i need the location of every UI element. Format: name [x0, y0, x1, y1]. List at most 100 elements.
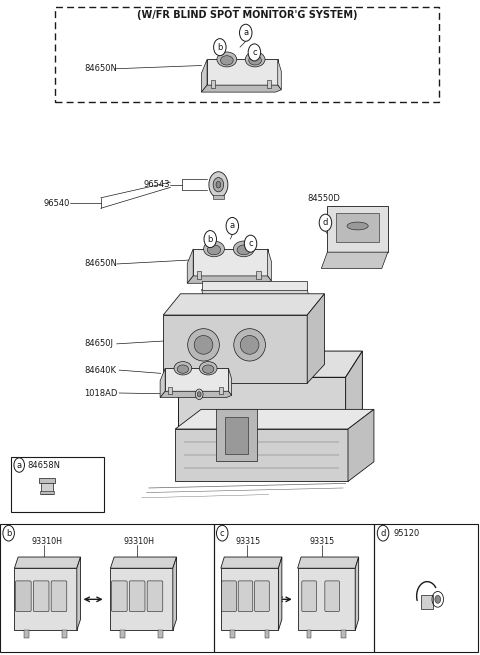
Ellipse shape — [188, 329, 219, 361]
Polygon shape — [202, 85, 281, 92]
Circle shape — [248, 44, 261, 61]
Text: a: a — [17, 460, 22, 470]
Bar — [120, 630, 125, 638]
Text: 84650N: 84650N — [84, 259, 117, 269]
Text: 84650J: 84650J — [84, 339, 113, 348]
Bar — [62, 630, 67, 638]
Ellipse shape — [203, 365, 214, 373]
Polygon shape — [268, 249, 271, 281]
Bar — [298, 568, 355, 630]
Ellipse shape — [177, 365, 189, 373]
FancyBboxPatch shape — [129, 581, 145, 612]
Bar — [24, 630, 29, 638]
Circle shape — [14, 458, 24, 472]
Ellipse shape — [245, 52, 265, 67]
FancyBboxPatch shape — [255, 581, 269, 612]
Text: 1018AD: 1018AD — [84, 388, 118, 398]
Text: 93310H: 93310H — [31, 537, 62, 546]
Bar — [421, 595, 433, 609]
FancyBboxPatch shape — [165, 368, 228, 391]
Bar — [264, 630, 269, 638]
Ellipse shape — [347, 222, 368, 230]
Polygon shape — [278, 60, 281, 90]
Ellipse shape — [240, 335, 259, 354]
Polygon shape — [321, 252, 388, 269]
Bar — [14, 568, 77, 630]
Polygon shape — [202, 60, 207, 92]
Polygon shape — [14, 557, 81, 568]
Polygon shape — [160, 368, 165, 398]
FancyBboxPatch shape — [336, 213, 379, 242]
Circle shape — [435, 595, 441, 603]
Bar — [40, 491, 54, 494]
Ellipse shape — [174, 362, 192, 375]
Bar — [374, 524, 478, 652]
FancyBboxPatch shape — [222, 581, 236, 612]
Circle shape — [204, 231, 216, 248]
Ellipse shape — [237, 245, 251, 255]
Polygon shape — [346, 351, 362, 472]
Text: 96543: 96543 — [144, 180, 170, 189]
Bar — [11, 457, 104, 512]
Bar — [197, 271, 202, 279]
Text: 84640K: 84640K — [84, 365, 116, 375]
Polygon shape — [355, 557, 359, 630]
FancyBboxPatch shape — [325, 581, 339, 612]
Polygon shape — [160, 391, 231, 398]
Polygon shape — [278, 557, 282, 630]
Bar — [211, 80, 215, 88]
Text: a: a — [243, 28, 248, 37]
Text: (W/FR BLIND SPOT MONITOR'G SYSTEM): (W/FR BLIND SPOT MONITOR'G SYSTEM) — [137, 10, 358, 20]
Circle shape — [244, 235, 257, 252]
Circle shape — [319, 214, 332, 231]
Polygon shape — [221, 557, 282, 568]
Circle shape — [216, 181, 221, 188]
Bar — [230, 630, 235, 638]
Circle shape — [195, 389, 203, 400]
Text: c: c — [248, 239, 253, 248]
FancyBboxPatch shape — [15, 581, 31, 612]
Bar — [219, 386, 223, 394]
FancyBboxPatch shape — [327, 206, 388, 252]
Text: 84658N: 84658N — [28, 460, 61, 470]
Bar — [163, 315, 307, 383]
Circle shape — [209, 172, 228, 198]
FancyBboxPatch shape — [207, 60, 278, 85]
FancyBboxPatch shape — [147, 581, 163, 612]
Polygon shape — [202, 290, 312, 310]
Text: c: c — [252, 48, 257, 57]
Bar — [41, 479, 53, 494]
Bar — [256, 271, 261, 279]
Text: a: a — [230, 221, 235, 231]
Text: 84550D: 84550D — [307, 194, 340, 203]
Polygon shape — [187, 249, 193, 283]
Circle shape — [3, 525, 14, 541]
FancyBboxPatch shape — [238, 581, 253, 612]
Polygon shape — [175, 429, 348, 481]
Polygon shape — [173, 557, 177, 630]
Bar — [168, 386, 172, 394]
Text: b: b — [6, 529, 12, 538]
FancyBboxPatch shape — [51, 581, 67, 612]
Bar — [158, 630, 163, 638]
Bar — [110, 568, 173, 630]
Bar — [307, 630, 312, 638]
Ellipse shape — [234, 329, 265, 361]
Circle shape — [197, 392, 201, 397]
Ellipse shape — [233, 241, 254, 257]
Polygon shape — [348, 409, 374, 481]
Bar — [55, 7, 439, 102]
Text: b: b — [217, 43, 223, 52]
Polygon shape — [110, 557, 177, 568]
Text: d: d — [380, 529, 386, 538]
Polygon shape — [178, 351, 362, 377]
Bar — [221, 568, 278, 630]
Bar — [341, 630, 346, 638]
Polygon shape — [298, 557, 359, 568]
Circle shape — [216, 525, 228, 541]
Ellipse shape — [199, 362, 217, 375]
Bar — [38, 477, 55, 483]
Bar — [213, 195, 224, 199]
Text: 95120: 95120 — [394, 529, 420, 538]
Bar — [225, 417, 248, 454]
